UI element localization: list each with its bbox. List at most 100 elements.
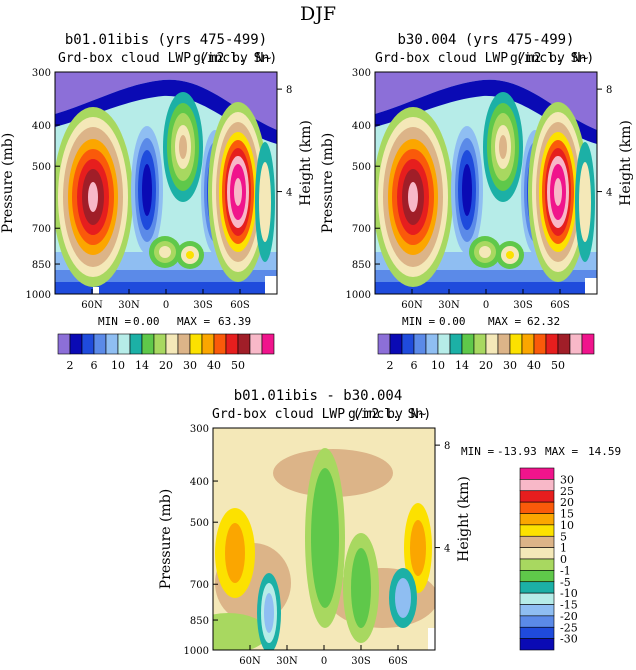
colorbar-label: 50 <box>551 359 565 372</box>
panel-3-axes: 60N 30N 0 30S 60S 300 400 500 700 850 1000 8 4 Pressu… <box>158 424 472 667</box>
colorbar-label: 6 <box>91 359 98 372</box>
colorbar-label: -20 <box>560 610 578 623</box>
colorbar-label: 30 <box>183 359 197 372</box>
colorbar-box <box>117 333 131 355</box>
colorbar-box <box>519 467 555 480</box>
colorbar-box <box>57 333 71 355</box>
colorbar-label: -15 <box>560 599 578 612</box>
colorbar-label: -25 <box>560 621 578 634</box>
field-sh-polar-ring-1 <box>259 162 271 242</box>
panel-3-subtitle: Grd-box cloud LWP (incl. Sn) <box>212 407 431 422</box>
panel-2-colorbar: 2 6 10 14 20 30 40 50 <box>377 333 595 372</box>
colorbar-label: 5 <box>560 530 567 543</box>
panel-2-title: b30.004 (yrs 475-499) <box>397 32 574 48</box>
colorbar-label: 14 <box>455 359 469 372</box>
panel-2-subtitle-group: Grd-box cloud LWP (incl. Sn) g/m2 by N~ <box>375 51 594 66</box>
x-tick-label: 30N <box>276 656 298 667</box>
field-green-eq-ring-1 <box>311 468 339 608</box>
field-sh-pos-ring-1 <box>410 520 426 576</box>
field-blue-band <box>375 79 597 144</box>
y2-axis-label: Height (km) <box>456 476 472 562</box>
colorbar-box <box>519 638 555 651</box>
colorbar-label: 6 <box>411 359 418 372</box>
colorbar-box <box>93 333 107 355</box>
colorbar-box <box>519 604 555 617</box>
y-tick-label: 500 <box>190 518 209 529</box>
field-tropical-low-b-ring-2 <box>506 251 514 259</box>
colorbar-box <box>261 333 275 355</box>
x-tick-label: 60N <box>81 300 103 311</box>
colorbar-label: 10 <box>431 359 445 372</box>
field-tropical-low-b-ring-2 <box>186 251 194 259</box>
field-nh-subtropic-min-ring-3 <box>142 164 152 216</box>
y-tick-label: 500 <box>32 162 51 173</box>
y2-tick-label: 4 <box>606 188 612 199</box>
colorbar-label: 0 <box>560 553 567 566</box>
colorbar-box <box>201 333 215 355</box>
colorbar-box <box>189 333 203 355</box>
panel-1-unit: g/m2 by N~ <box>193 51 271 66</box>
colorbar-label: 20 <box>479 359 493 372</box>
colorbar-label: -1 <box>560 564 571 577</box>
field-blue-band <box>55 79 277 144</box>
y-tick-label: 1000 <box>184 646 209 657</box>
y-tick-label: 400 <box>352 121 371 132</box>
panel-2-subtitle: Grd-box cloud LWP (incl. Sn) <box>375 51 594 66</box>
colorbar-box <box>569 333 583 355</box>
colorbar-label: 2 <box>67 359 74 372</box>
panel-2-axes: 60N 30N 0 30S 60S 300 400 500 700 850 1000 8 4 Pressu… <box>320 68 634 311</box>
field-green-eq-b-ring-1 <box>351 548 371 628</box>
colorbar-label: 20 <box>159 359 173 372</box>
panel-3-title: b01.01ibis - b30.004 <box>234 388 403 404</box>
colorbar-box <box>165 333 179 355</box>
y-axis-label: Pressure (mb) <box>158 489 174 589</box>
x-tick-label: 60S <box>388 656 408 667</box>
panel-2-contour-field <box>375 72 597 294</box>
field-upper-cap <box>55 72 277 130</box>
colorbar-box <box>81 333 95 355</box>
colorbar-label: 40 <box>527 359 541 372</box>
y2-tick-label: 8 <box>286 85 292 96</box>
y-tick-label: 300 <box>352 68 371 79</box>
field-nh-max-ring-7 <box>88 182 98 212</box>
x-tick-label: 0 <box>163 300 169 311</box>
field-missing-cell <box>265 276 277 294</box>
x-tick-label: 60S <box>230 300 250 311</box>
y2-tick-label: 4 <box>444 544 450 555</box>
colorbar-box <box>519 570 555 583</box>
field-sh-neg-ring-1 <box>395 578 411 618</box>
panel-3-min-label: MIN = <box>461 445 494 458</box>
colorbar-box <box>249 333 263 355</box>
y-tick-label: 500 <box>352 162 371 173</box>
colorbar-box <box>69 333 83 355</box>
colorbar-box <box>213 333 227 355</box>
panel-1-title: b01.01ibis (yrs 475-499) <box>65 32 267 48</box>
colorbar-box <box>437 333 451 355</box>
x-tick-label: 30N <box>438 300 460 311</box>
colorbar-box <box>581 333 595 355</box>
colorbar-box <box>519 558 555 571</box>
field-sh-max-ring-8 <box>554 178 562 206</box>
field-tropical-max-ring-4 <box>499 135 507 159</box>
colorbar-label: -5 <box>560 576 571 589</box>
field-green-floor-ring-0 <box>213 613 268 650</box>
field-nh-subtropic-min-ring-3 <box>462 164 472 216</box>
colorbar-label: -30 <box>560 633 578 646</box>
x-tick-label: 0 <box>483 300 489 311</box>
colorbar-box <box>461 333 475 355</box>
colorbar-box <box>519 524 555 537</box>
colorbar-label: 14 <box>135 359 149 372</box>
panel-1-min-label: MIN = <box>98 315 131 328</box>
y2-axis-label: Height (km) <box>298 120 314 206</box>
colorbar-box <box>519 501 555 514</box>
y-tick-label: 1000 <box>26 290 51 301</box>
field-nh-max-ring-7 <box>408 182 418 212</box>
colorbar-box <box>519 592 555 605</box>
colorbar-label: 30 <box>560 473 574 486</box>
colorbar-box <box>497 333 511 355</box>
panel-1-colorbar: 2 6 10 14 20 30 40 50 <box>57 333 275 372</box>
y-axis-label: Pressure (mb) <box>0 133 16 233</box>
colorbar-box <box>129 333 143 355</box>
x-tick-label: 30N <box>118 300 140 311</box>
